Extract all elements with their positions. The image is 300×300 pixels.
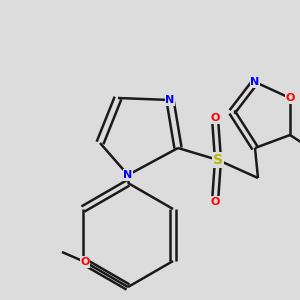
Text: O: O: [210, 197, 220, 207]
Text: N: N: [123, 170, 133, 180]
Text: N: N: [250, 77, 260, 87]
Text: O: O: [285, 93, 295, 103]
Text: O: O: [210, 113, 220, 123]
Text: O: O: [80, 257, 90, 267]
Text: S: S: [213, 153, 223, 167]
Text: N: N: [165, 95, 175, 105]
